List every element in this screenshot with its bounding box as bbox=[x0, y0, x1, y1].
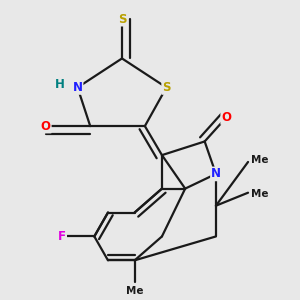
Text: N: N bbox=[211, 167, 221, 180]
Text: O: O bbox=[221, 111, 231, 124]
Text: F: F bbox=[58, 230, 66, 243]
Text: Me: Me bbox=[126, 286, 143, 296]
Text: Me: Me bbox=[251, 155, 269, 165]
Text: H: H bbox=[55, 78, 65, 91]
Text: S: S bbox=[118, 13, 126, 26]
Text: Me: Me bbox=[251, 189, 269, 200]
Text: O: O bbox=[41, 120, 51, 133]
Text: S: S bbox=[162, 81, 171, 94]
Text: N: N bbox=[73, 81, 82, 94]
